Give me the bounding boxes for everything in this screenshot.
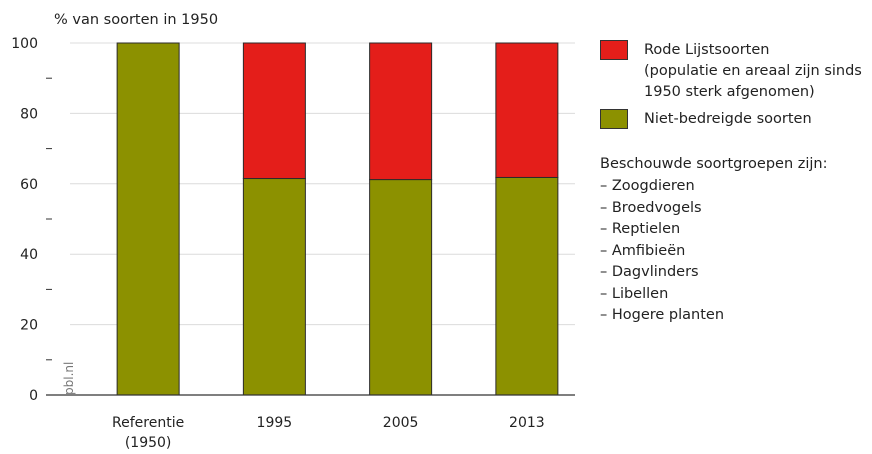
species-group-item: – Zoogdieren [600, 178, 695, 194]
y-tick-label: 20 [20, 318, 38, 334]
bar-segment-red-list [369, 42, 433, 181]
x-tick-label: 1995 [257, 415, 293, 431]
x-tick-label: Referentie (1950) [112, 415, 184, 451]
y-tick-label: 60 [20, 177, 38, 193]
bar-segment-red-list [495, 42, 559, 178]
legend-swatch-green [600, 109, 628, 129]
bar-segment-not-threatened [116, 42, 180, 396]
legend-swatch-red [600, 40, 628, 60]
species-group-item: – Hogere planten [600, 307, 725, 323]
y-tick-label: 40 [20, 247, 38, 263]
y-tick-label: 0 [29, 388, 38, 404]
stacked-bar-chart: 0 20 40 60 80 100 Referentie (1950) 1995 2005 201… [11, 12, 575, 451]
bar-segment-red-list [242, 42, 306, 180]
y-tick-label: 80 [20, 106, 38, 122]
species-groups-title: Beschouwde soortgroepen zijn: [600, 156, 828, 172]
source-label: pbl.nl [62, 362, 76, 395]
y-tick-label: 100 [11, 36, 38, 52]
y-axis-title: % van soorten in 1950 [54, 12, 218, 28]
y-axis: 0 20 40 60 80 100 [11, 36, 575, 404]
legend: Rode Lijstsoorten (populatie en areaal z… [600, 40, 865, 327]
x-axis-labels: Referentie (1950) 1995 2005 2013 [112, 415, 545, 451]
bar-segment-not-threatened [242, 178, 306, 396]
species-groups-note: Beschouwde soortgroepen zijn: – Zoogdier… [600, 154, 865, 327]
legend-item-not-threatened: Niet-bedreigde soorten [600, 109, 865, 130]
legend-label-red-list: Rode Lijstsoorten (populatie en areaal z… [644, 42, 862, 100]
species-group-item: – Reptielen [600, 221, 681, 237]
x-tick-label: 2005 [383, 415, 419, 431]
bar-segment-not-threatened [369, 179, 433, 396]
species-group-item: – Libellen [600, 285, 669, 302]
legend-item-red-list: Rode Lijstsoorten (populatie en areaal z… [600, 40, 865, 103]
bars [116, 42, 559, 396]
bar-segment-not-threatened [495, 176, 559, 396]
species-group-item: – Dagvlinders [600, 264, 699, 280]
species-group-item: – Amfibieën [600, 242, 686, 259]
legend-label-not-threatened: Niet-bedreigde soorten [644, 111, 812, 127]
x-tick-label: 2013 [509, 415, 545, 431]
species-groups-list: – Zoogdieren – Broedvogels – Reptielen –… [600, 176, 865, 327]
species-group-item: – Broedvogels [600, 199, 702, 216]
